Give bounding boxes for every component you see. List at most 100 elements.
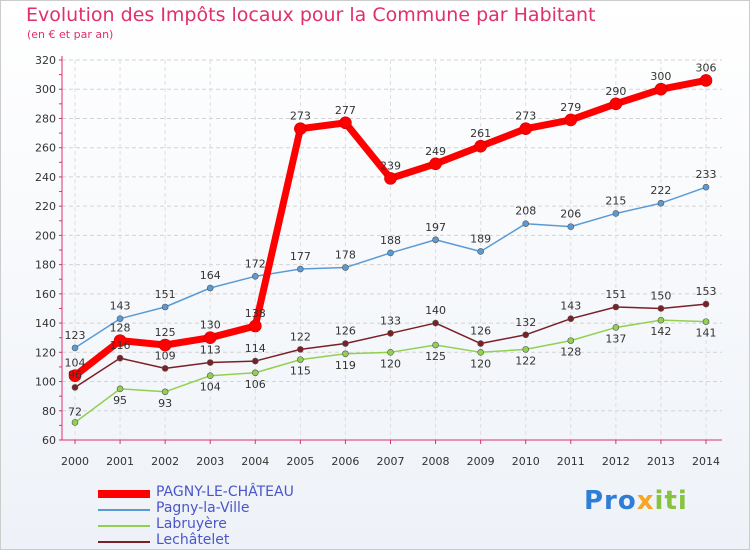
proxiti-logo: Proxiti: [584, 486, 688, 516]
x-tick-label: 2002: [151, 455, 179, 468]
x-tick-label: 2007: [377, 455, 405, 468]
y-tick-label: 260: [35, 142, 56, 155]
data-point: [477, 248, 484, 255]
data-point: [206, 359, 214, 366]
data-point: [342, 264, 349, 271]
data-point: [522, 346, 530, 353]
data-label: 273: [515, 110, 536, 123]
data-label: 96: [68, 368, 82, 381]
y-tick-label: 320: [35, 54, 56, 67]
data-point: [564, 113, 578, 127]
data-point: [116, 354, 124, 362]
data-label: 177: [290, 250, 311, 263]
data-point: [297, 265, 304, 273]
x-tick-label: 2003: [196, 455, 224, 468]
chart-title: Evolution des Impôts locaux pour la Comm…: [26, 4, 596, 26]
x-tick-label: 2006: [331, 455, 359, 468]
data-point: [522, 220, 530, 227]
data-point: [294, 122, 307, 135]
data-label: 197: [425, 221, 446, 234]
data-point: [339, 116, 352, 130]
data-label: 113: [200, 344, 221, 357]
data-label: 206: [560, 208, 581, 221]
y-tick-label: 100: [35, 376, 56, 389]
data-label: 233: [696, 168, 717, 181]
data-label: 151: [605, 288, 626, 301]
data-point: [161, 388, 169, 396]
logo-part-3: iti: [654, 486, 688, 516]
data-label: 119: [335, 359, 356, 372]
data-label: 306: [696, 61, 717, 74]
data-point: [161, 303, 169, 311]
data-label: 172: [245, 257, 266, 270]
data-point: [297, 346, 304, 353]
y-tick-label: 160: [35, 288, 56, 301]
data-point: [477, 349, 484, 356]
data-label: 143: [110, 300, 131, 313]
chart-subtitle: (en € et par an): [27, 28, 114, 41]
data-label: 122: [515, 354, 536, 367]
data-point: [68, 369, 82, 382]
legend-swatch: [98, 525, 150, 527]
data-label: 116: [110, 339, 131, 352]
data-label: 277: [335, 104, 356, 117]
x-tick-label: 2004: [241, 455, 269, 468]
x-tick-label: 2008: [422, 455, 450, 468]
data-label: 133: [380, 314, 401, 327]
data-point: [657, 199, 665, 207]
data-point: [612, 210, 620, 217]
data-label: 140: [425, 304, 446, 317]
data-point: [657, 305, 665, 312]
data-label: 178: [335, 249, 356, 262]
data-label: 104: [65, 357, 86, 370]
data-point: [474, 139, 487, 153]
data-label: 300: [650, 70, 671, 83]
data-point: [206, 284, 214, 292]
data-point: [477, 340, 484, 347]
data-point: [158, 338, 172, 352]
data-point: [203, 331, 217, 344]
data-label: 114: [245, 342, 266, 355]
data-label: 150: [650, 289, 671, 302]
data-point: [519, 122, 533, 135]
data-label: 208: [515, 205, 536, 218]
data-point: [429, 157, 442, 171]
data-label: 126: [335, 325, 356, 338]
data-label: 141: [696, 327, 717, 340]
data-label: 106: [245, 378, 266, 391]
data-point: [567, 223, 575, 230]
data-label: 130: [200, 319, 221, 332]
label-layer: 104 128 125 130 138 273 277 239 249 261 273 279 290 3…: [65, 61, 717, 418]
data-point: [432, 341, 439, 349]
y-tick-label: 300: [35, 83, 56, 96]
data-point: [387, 330, 394, 337]
x-tick-label: 2010: [512, 455, 540, 468]
data-label: 72: [68, 405, 82, 418]
data-label: 95: [113, 394, 127, 407]
data-point: [251, 357, 259, 365]
data-label: 249: [425, 145, 446, 158]
data-label: 115: [290, 365, 311, 378]
data-label: 290: [605, 85, 626, 98]
legend-swatch: [98, 541, 150, 543]
data-point: [387, 349, 394, 356]
x-tick-label: 2011: [557, 455, 585, 468]
data-point: [251, 369, 259, 377]
series-layer: [68, 74, 713, 426]
data-point: [702, 318, 710, 325]
data-point: [432, 236, 439, 244]
data-label: 261: [470, 127, 491, 140]
x-tick-label: 2013: [647, 455, 675, 468]
data-point: [567, 315, 575, 322]
data-label: 123: [65, 329, 86, 342]
data-label: 120: [380, 357, 401, 370]
y-tick-label: 80: [42, 405, 56, 418]
data-label: 215: [605, 194, 626, 207]
data-label: 142: [650, 325, 671, 338]
x-tick-label: 2001: [106, 455, 134, 468]
data-label: 128: [560, 346, 581, 359]
legend-label: PAGNY-LE-CHÂTEAU: [156, 484, 294, 500]
data-point: [206, 372, 214, 379]
data-point: [432, 319, 439, 327]
